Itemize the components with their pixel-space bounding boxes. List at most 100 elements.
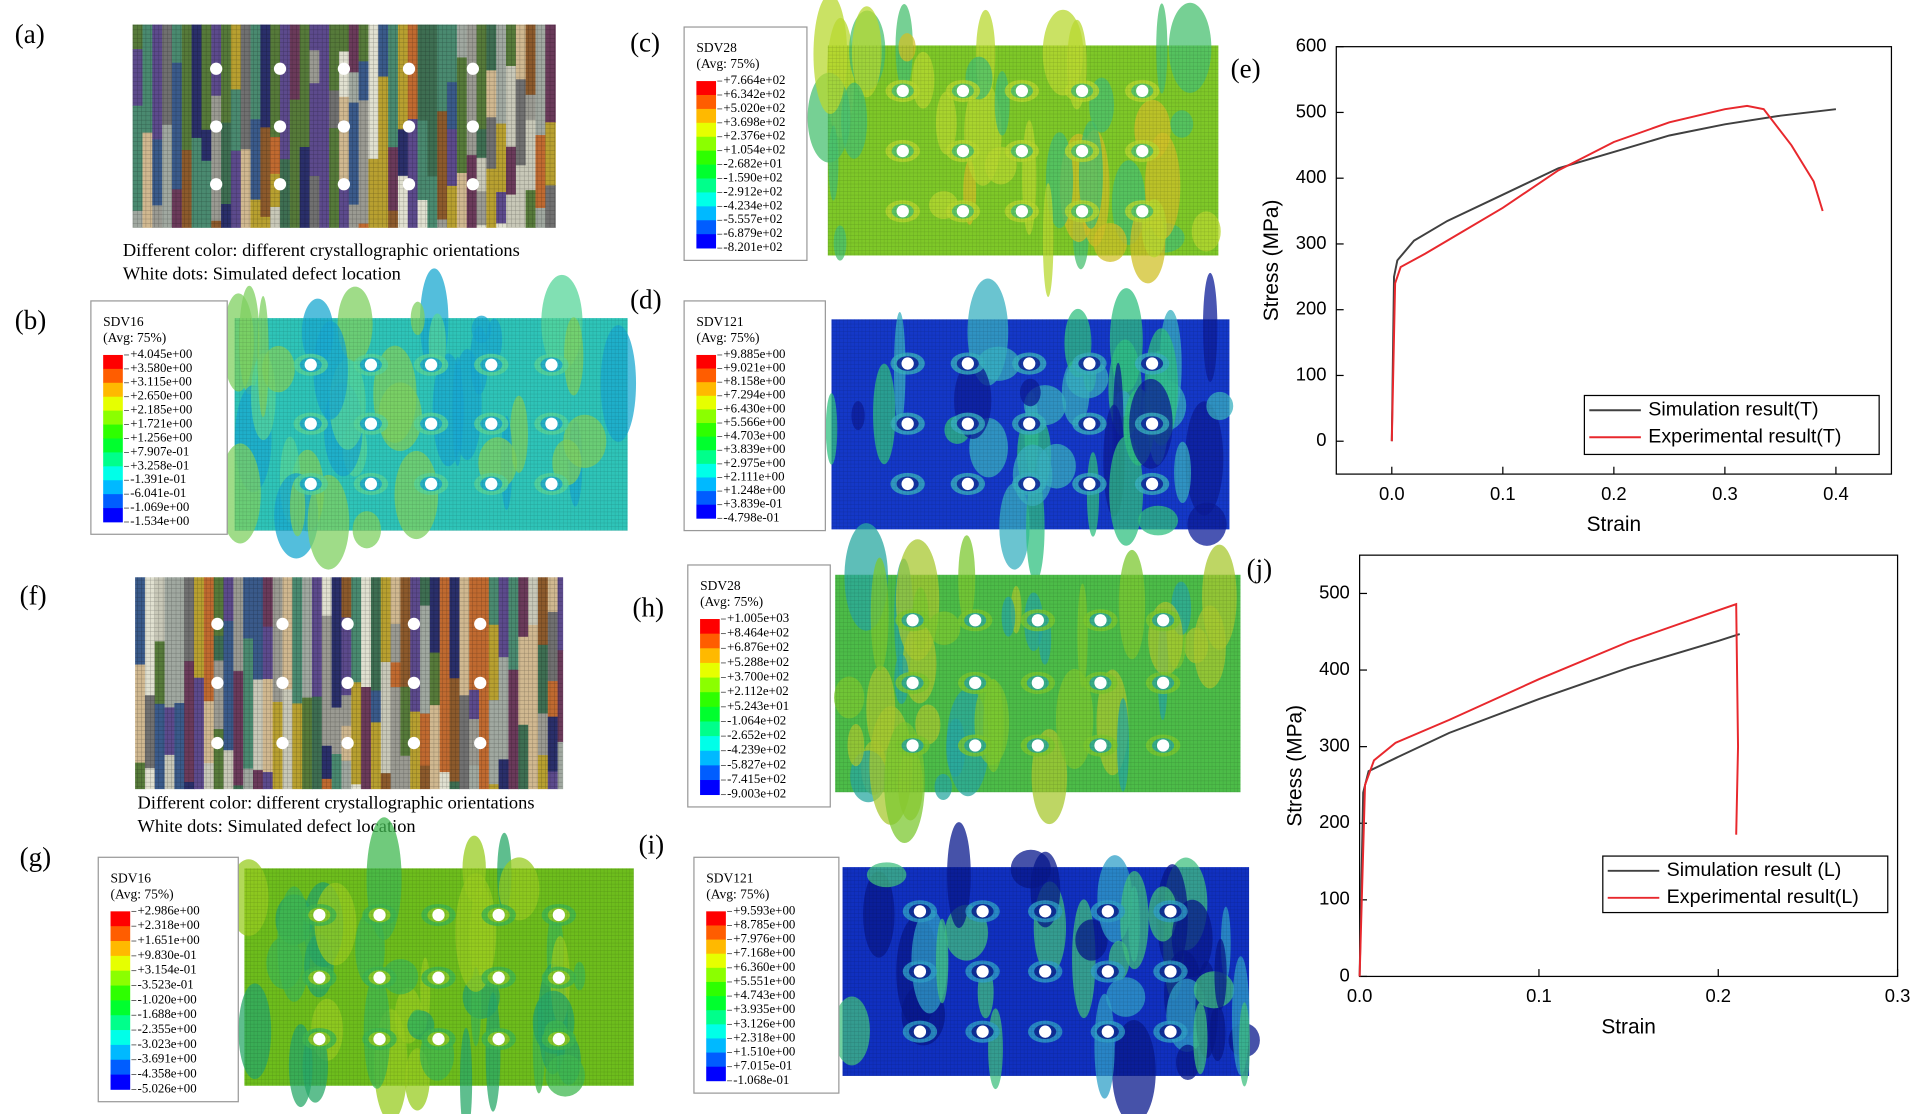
defect-dot <box>1075 144 1089 158</box>
defect-dot <box>906 676 919 690</box>
x-axis-label: Strain <box>1587 513 1642 536</box>
legend-label: +3.839e-01 <box>723 497 782 511</box>
defect-dot <box>976 1025 989 1038</box>
x-tick-label: 0.3 <box>1712 483 1738 504</box>
color-bar-cell <box>103 494 123 509</box>
panel-label: (b) <box>15 305 47 335</box>
defect-dot <box>492 908 505 922</box>
legend-label: +5.020e+02 <box>723 101 785 115</box>
legend-label: +1.256e+00 <box>130 430 192 444</box>
color-bar-cell <box>706 1038 726 1053</box>
defect-dot <box>424 417 438 430</box>
defect-dot <box>1039 965 1052 978</box>
legend-label: -3.023e+00 <box>138 1037 197 1051</box>
defect-dot <box>313 908 326 922</box>
legend-title: SDV28 <box>696 40 737 55</box>
color-bar-cell <box>696 150 717 165</box>
legend-label: +6.430e+00 <box>723 401 785 415</box>
color-bar-cell <box>103 480 123 495</box>
color-bar-cell <box>103 508 123 523</box>
legend-label: +9.021e+00 <box>723 361 785 375</box>
legend-label: +8.785e+00 <box>733 917 795 931</box>
defect-dot <box>210 178 223 191</box>
legend-label: +2.318e+00 <box>733 1030 795 1044</box>
legend-subtitle: (Avg: 75%) <box>696 330 759 345</box>
legend-label: -4.234e+02 <box>723 198 782 212</box>
caption: White dots: Simulated defect location <box>123 263 401 283</box>
legend-subtitle: (Avg: 75%) <box>103 330 166 345</box>
defect-dot <box>373 971 386 984</box>
y-tick-label: 400 <box>1319 658 1350 679</box>
color-bar-cell <box>103 396 123 412</box>
defect-dot <box>304 417 317 430</box>
defect-dot <box>969 739 982 752</box>
defect-dot <box>407 736 421 750</box>
legend-label: +1.054e+02 <box>723 143 785 157</box>
legend-label: Experimental result(T) <box>1648 425 1841 447</box>
panel-label: (g) <box>20 842 52 872</box>
panel-label: (a) <box>15 19 45 49</box>
defect-dot <box>1083 417 1096 430</box>
defect-dot <box>373 1032 386 1046</box>
defect-dot <box>956 144 970 158</box>
legend-title: SDV16 <box>111 870 152 885</box>
legend-title: SDV28 <box>700 578 741 593</box>
y-tick-label: 200 <box>1296 298 1327 319</box>
legend-label: -1.020e+00 <box>138 992 197 1006</box>
color-bar-cell <box>700 677 720 693</box>
color-bar-cell <box>696 81 717 96</box>
defect-dot <box>485 358 498 371</box>
defect-dot <box>364 358 378 371</box>
legend-subtitle: (Avg: 75%) <box>706 886 769 901</box>
legend-label: +8.464e+02 <box>727 626 789 640</box>
caption: White dots: Simulated defect location <box>138 816 416 836</box>
color-bar-cell <box>110 985 131 1001</box>
defect-dot <box>337 62 351 75</box>
legend-label: +3.126e+00 <box>733 1016 795 1030</box>
defect-dot <box>913 965 927 978</box>
defect-dot <box>1015 144 1029 158</box>
defect-dot <box>1083 477 1096 491</box>
series-line <box>1390 108 1837 442</box>
color-bar-cell <box>110 1030 131 1046</box>
legend-label: -4.358e+00 <box>138 1067 197 1081</box>
legend-label: +2.112e+02 <box>727 684 789 698</box>
panel-label: (d) <box>630 284 662 314</box>
legend-label: +2.185e+00 <box>130 403 192 417</box>
defect-dot <box>341 736 354 750</box>
legend-box <box>1602 855 1889 914</box>
defect-dot <box>1031 614 1044 627</box>
legend-label: -5.557e+02 <box>723 212 782 226</box>
defect-dot <box>1101 1025 1114 1038</box>
defect-dot <box>545 358 558 371</box>
defect-dot <box>1075 84 1089 98</box>
legend-label: +2.650e+00 <box>130 389 192 403</box>
color-bar-cell <box>696 234 717 249</box>
legend-label: -6.041e-01 <box>130 486 186 500</box>
defect-dot <box>474 676 487 690</box>
legend-title: SDV121 <box>696 314 743 329</box>
color-bar-cell <box>110 1044 131 1061</box>
legend-label: -1.068e-01 <box>733 1073 789 1087</box>
defect-dot <box>1136 144 1149 158</box>
caption: Different color: different crystallograp… <box>123 240 520 260</box>
color-bar-cell <box>700 706 720 722</box>
color-bar-cell <box>110 941 131 957</box>
legend-label: +9.830e-01 <box>138 948 197 962</box>
legend-label: -4.798e-01 <box>723 510 779 524</box>
color-bar-cell <box>706 939 726 955</box>
defect-dot <box>1156 676 1170 690</box>
defect-dot <box>1156 614 1170 627</box>
x-tick-label: 0.1 <box>1490 483 1516 504</box>
defect-dot <box>961 417 974 430</box>
color-bar-cell <box>110 1059 131 1075</box>
legend-label: -7.415e+02 <box>727 772 786 786</box>
color-bar-cell <box>706 925 726 940</box>
legend-label: +4.743e+00 <box>733 988 795 1002</box>
color-bar-cell <box>103 410 123 425</box>
legend-label: +1.248e+00 <box>723 483 785 497</box>
color-bar-cell <box>696 382 717 397</box>
grain-map <box>132 24 556 228</box>
defect-dot <box>276 617 289 631</box>
color-bar-cell <box>110 1015 131 1031</box>
